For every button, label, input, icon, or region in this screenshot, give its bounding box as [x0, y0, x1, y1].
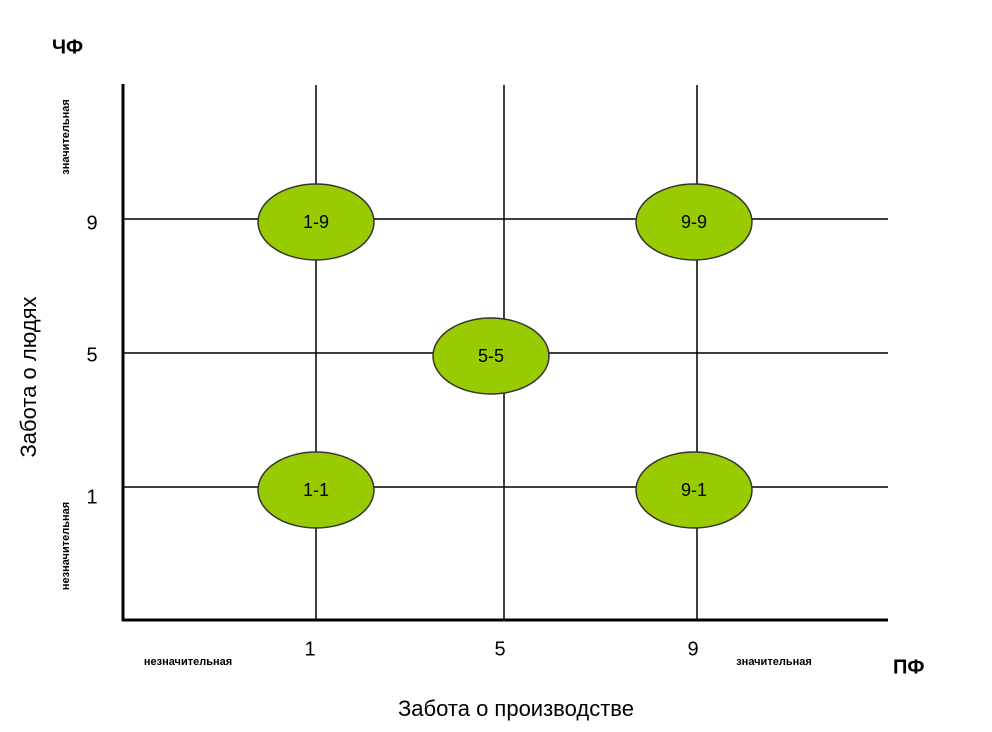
y-axis-code: ЧФ [52, 36, 83, 58]
node: 1-9 [257, 183, 375, 261]
y-high-label: значительная [60, 99, 72, 175]
node-shape [432, 317, 550, 395]
x-tick-label: 1 [304, 638, 315, 660]
node-shape [257, 451, 375, 529]
node-shape [257, 183, 375, 261]
x-high-label: значительная [736, 656, 812, 668]
node-label: 5-5 [478, 346, 504, 366]
x-tick-label: 9 [687, 638, 698, 660]
node-label: 1-1 [303, 480, 329, 500]
node-label: 9-9 [681, 212, 707, 232]
node: 9-9 [635, 183, 753, 261]
node: 1-1 [257, 451, 375, 529]
node-shape [635, 183, 753, 261]
x-axis-code: ПФ [893, 656, 924, 678]
x-axis-title: Забота о производстве [398, 696, 634, 721]
node: 5-5 [432, 317, 550, 395]
y-tick-label: 9 [86, 212, 97, 234]
node: 9-1 [635, 451, 753, 529]
y-low-label: незначительная [60, 502, 72, 590]
node-label: 9-1 [681, 480, 707, 500]
node-shape [635, 451, 753, 529]
node-label: 1-9 [303, 212, 329, 232]
y-axis-title: Забота о людях [16, 296, 41, 457]
x-tick-label: 5 [494, 638, 505, 660]
x-low-label: незначительная [144, 656, 232, 668]
y-tick-label: 1 [86, 486, 97, 508]
y-tick-label: 5 [86, 344, 97, 366]
